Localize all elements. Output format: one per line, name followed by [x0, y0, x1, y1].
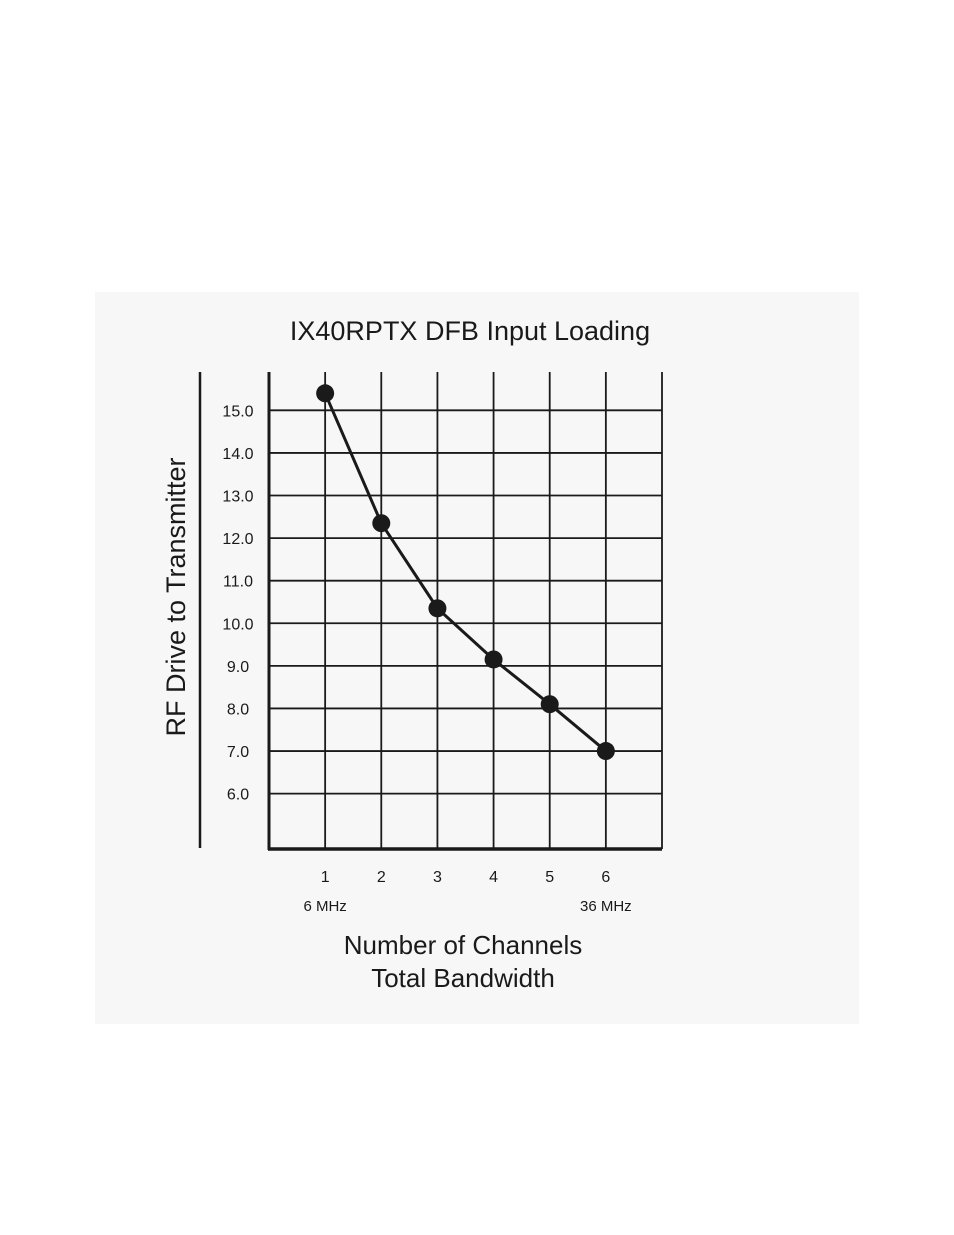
- y-tick-label: 9.0: [227, 659, 249, 676]
- x-sub-label: 6 MHz: [303, 898, 346, 915]
- series: [316, 384, 615, 761]
- y-tick-label: 12.0: [222, 531, 253, 548]
- x-sub-label: 36 MHz: [580, 898, 632, 915]
- x-axis-label-secondary: Total Bandwidth: [371, 963, 555, 993]
- data-point: [316, 384, 335, 403]
- x-tick-label: 1: [321, 869, 330, 886]
- x-tick-labels: 1 2 3 4 5 6: [321, 869, 611, 886]
- chart-title: IX40RPTX DFB Input Loading: [290, 316, 650, 346]
- y-tick-label: 8.0: [227, 701, 249, 718]
- x-tick-label: 4: [489, 869, 498, 886]
- data-point: [372, 514, 391, 533]
- x-axis-label: Number of Channels: [344, 930, 582, 960]
- x-sub-labels: 6 MHz 36 MHz: [303, 898, 631, 915]
- y-axis-label: RF Drive to Transmitter: [161, 457, 191, 736]
- x-tick-label: 6: [601, 869, 610, 886]
- y-tick-label: 13.0: [222, 489, 253, 506]
- data-point: [428, 599, 447, 618]
- y-tick-label: 6.0: [227, 787, 249, 804]
- series-line: [323, 392, 607, 753]
- y-tick-label: 11.0: [223, 574, 253, 591]
- x-tick-label: 5: [545, 869, 554, 886]
- y-tick-label: 15.0: [222, 403, 253, 420]
- x-tick-label: 3: [433, 869, 442, 886]
- x-tick-label: 2: [377, 869, 386, 886]
- axes: [267, 372, 662, 851]
- data-point: [596, 742, 615, 761]
- y-tick-label: 7.0: [227, 744, 249, 761]
- line-chart: IX40RPTX DFB Input Loading RF Drive to T…: [161, 316, 663, 993]
- data-point: [484, 650, 503, 669]
- data-point: [540, 695, 559, 714]
- y-tick-label: 10.0: [222, 616, 253, 633]
- y-tick-label: 14.0: [222, 446, 253, 463]
- chart-panel: IX40RPTX DFB Input Loading RF Drive to T…: [95, 292, 859, 1024]
- grid: [269, 372, 663, 849]
- y-tick-labels: 6.0 7.0 8.0 9.0 10.0 11.0 12.0 13.0 14.0 15.0: [222, 403, 253, 803]
